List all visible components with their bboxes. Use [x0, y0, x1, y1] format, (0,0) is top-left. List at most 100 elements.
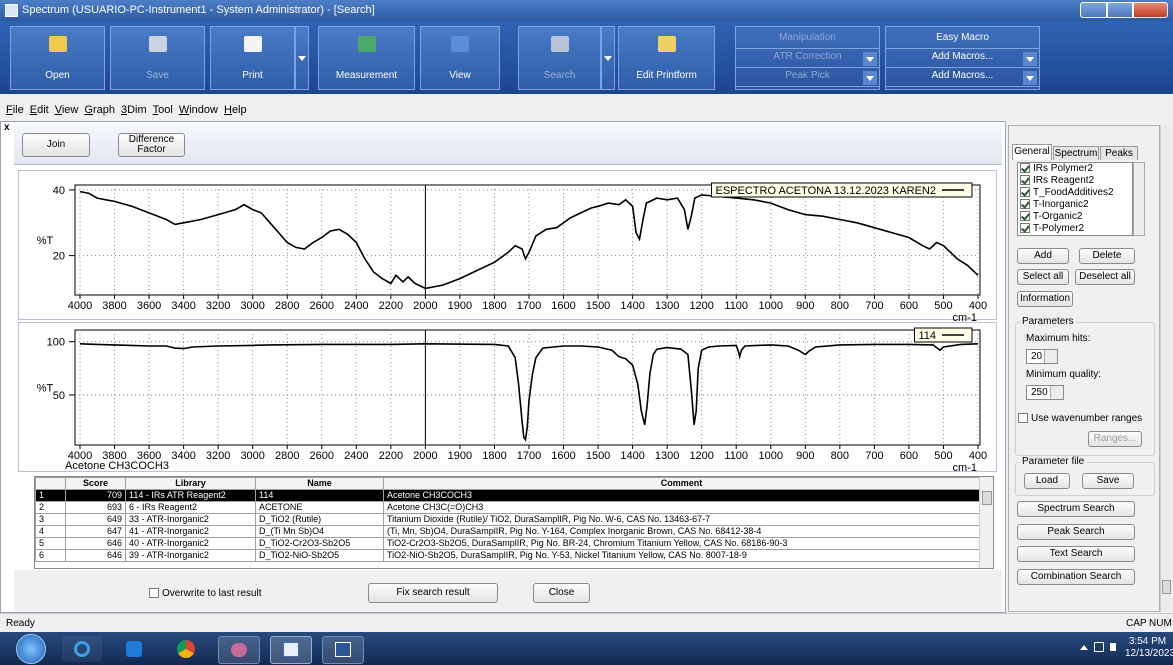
library-item[interactable]: T_FoodAdditives2 [1020, 187, 1124, 199]
result-row[interactable]: 5 646 40 - ATR-Inorganic2 D_TiO2-Cr2O3-Sb2O… [35, 537, 980, 550]
panel-item[interactable]: Add Macros... [886, 69, 1039, 87]
search-button[interactable]: Text Search [1017, 546, 1135, 562]
menu-item[interactable]: Window [178, 104, 218, 116]
clock: 3:54 PM 12/13/2023 [1125, 636, 1173, 660]
file-button[interactable]: Save [1082, 473, 1134, 489]
toolbar-button[interactable]: View [420, 26, 500, 90]
list-button[interactable]: Select all [1017, 269, 1069, 285]
toolbar-label: View [449, 70, 471, 81]
library-item[interactable]: T-Polymer2 [1020, 223, 1124, 235]
search-button[interactable]: Peak Search [1017, 523, 1135, 540]
menu-item[interactable]: Edit [29, 104, 49, 116]
start-button[interactable] [16, 634, 46, 664]
x-tick-label: 1900 [448, 450, 472, 462]
bottom-button[interactable]: Close [533, 583, 590, 603]
result-row[interactable]: 6 646 39 - ATR-Inorganic2 D_TiO2-NiO-Sb2O5 T… [35, 549, 980, 562]
panel-item[interactable]: ATR Correction [736, 50, 879, 68]
arrow [1026, 57, 1034, 62]
toolbar-label: Edit Printform [636, 70, 697, 81]
x-tick-label: 1700 [517, 450, 541, 462]
panel-item[interactable]: Add Macros... [886, 50, 1039, 68]
results-scrollbar[interactable] [979, 477, 993, 568]
search-button[interactable]: Spectrum Search [1017, 501, 1135, 517]
x-tick-label: 2800 [275, 450, 299, 462]
window-controls [1080, 2, 1168, 18]
max-hits-input[interactable]: 20 [1026, 349, 1058, 364]
list-button[interactable]: Information [1017, 291, 1073, 307]
ranges-button[interactable]: Ranges... [1088, 431, 1142, 447]
menu-item[interactable]: Help [223, 104, 247, 116]
toolbar-button[interactable]: Open [10, 26, 105, 90]
tab[interactable]: Spectrum [1053, 146, 1099, 160]
toolbar-icon [451, 36, 469, 52]
list-scrollbar[interactable] [1133, 162, 1145, 236]
scroll-thumb[interactable] [982, 491, 992, 505]
panel-item[interactable]: Peak Pick [736, 69, 879, 87]
panel-text: Add Macros... [931, 70, 994, 81]
toolbar-icon [550, 36, 569, 52]
toolbar-button[interactable]: Print [210, 26, 295, 90]
header-cell[interactable]: Library [125, 477, 256, 490]
dropdown-arrow [863, 71, 877, 85]
library-item[interactable]: IRs Reagent2 [1020, 175, 1124, 187]
result-row[interactable]: 1 709 114 - IRs ATR Reagent2 114 Acetone CH3… [35, 489, 980, 502]
library-item[interactable]: IRs Polymer2 [1020, 163, 1124, 175]
tab[interactable]: Peaks [1100, 146, 1138, 160]
maximize-button[interactable] [1107, 2, 1133, 18]
chrome-icon[interactable] [166, 636, 206, 662]
menu-item[interactable]: File [6, 104, 24, 116]
media-icon[interactable] [114, 636, 154, 662]
list-button[interactable]: Delete [1079, 248, 1135, 264]
toolbar-label: Print [242, 70, 263, 81]
min-quality-input[interactable]: 250 [1026, 385, 1064, 400]
word-icon[interactable] [322, 636, 364, 664]
overwrite-checkbox[interactable]: Overwrite to last result [149, 588, 349, 602]
file-button[interactable]: Load [1024, 473, 1070, 489]
y-tick-label: 100 [47, 337, 65, 349]
app-icon[interactable] [218, 636, 260, 664]
header-cell[interactable]: Score [65, 477, 126, 490]
panel-text: Easy Macro [936, 32, 989, 43]
minimize-button[interactable] [1080, 2, 1107, 18]
action-button[interactable]: Difference Factor [118, 133, 185, 157]
child-close-icon[interactable]: x [4, 122, 10, 133]
header-cell[interactable]: Name [255, 477, 384, 490]
search-button[interactable]: Combination Search [1017, 568, 1135, 585]
library-item[interactable]: T-Organic2 [1020, 211, 1124, 223]
ie-icon[interactable] [62, 636, 102, 662]
result-cell: 41 - ATR-Inorganic2 [125, 525, 256, 538]
bottom-bar: Overwrite to last result Fix search resul… [14, 570, 1002, 612]
result-cell: 647 [65, 525, 126, 538]
toolbar-label: Measurement [335, 70, 398, 81]
toolbar-button[interactable]: Edit Printform [618, 26, 715, 90]
tab[interactable]: General [1012, 144, 1052, 160]
list-button[interactable]: Add [1017, 248, 1069, 264]
result-row[interactable]: 2 693 6 - IRs Reagent2 ACETONE Acetone CH3C(… [35, 501, 980, 514]
spectrum-icon[interactable] [270, 636, 312, 664]
library-item[interactable]: T-Inorganic2 [1020, 199, 1124, 211]
x-tick-label: 2800 [275, 300, 299, 312]
result-row[interactable]: 3 649 33 - ATR-Inorganic2 D_TiO2 (Rutile) Ti… [35, 513, 980, 526]
menu-item[interactable]: Tool [152, 104, 173, 116]
menu-item[interactable]: Graph [84, 104, 115, 116]
bottom-button[interactable]: Fix search result [368, 583, 498, 603]
close-window-button[interactable] [1133, 2, 1168, 18]
ranges-checkbox[interactable]: Use wavenumber ranges [1018, 413, 1156, 425]
dropdown-arrow[interactable] [295, 26, 309, 90]
spectrum-caption: Acetone CH3COCH3 [65, 460, 169, 472]
action-button[interactable]: Join [22, 133, 90, 157]
toolbar-label: Save [146, 70, 169, 81]
dropdown-arrow[interactable] [601, 26, 615, 90]
toolbar-button[interactable]: Search [518, 26, 601, 90]
header-cell[interactable]: Comment [383, 477, 980, 490]
toolbar-button[interactable]: Measurement [318, 26, 415, 90]
scroll-thumb[interactable] [1162, 580, 1171, 594]
toolbar-button[interactable]: Save [110, 26, 205, 90]
field-label: Maximum hits: [1026, 333, 1091, 344]
x-tick-label: 3600 [137, 300, 161, 312]
menu-item[interactable]: 3Dim [120, 104, 147, 116]
result-row[interactable]: 4 647 41 - ATR-Inorganic2 D_(Ti Mn Sb)O4 (Ti… [35, 525, 980, 538]
list-button[interactable]: Deselect all [1075, 269, 1135, 285]
side-scrollbar[interactable] [1160, 125, 1172, 612]
menu-item[interactable]: View [54, 104, 79, 116]
